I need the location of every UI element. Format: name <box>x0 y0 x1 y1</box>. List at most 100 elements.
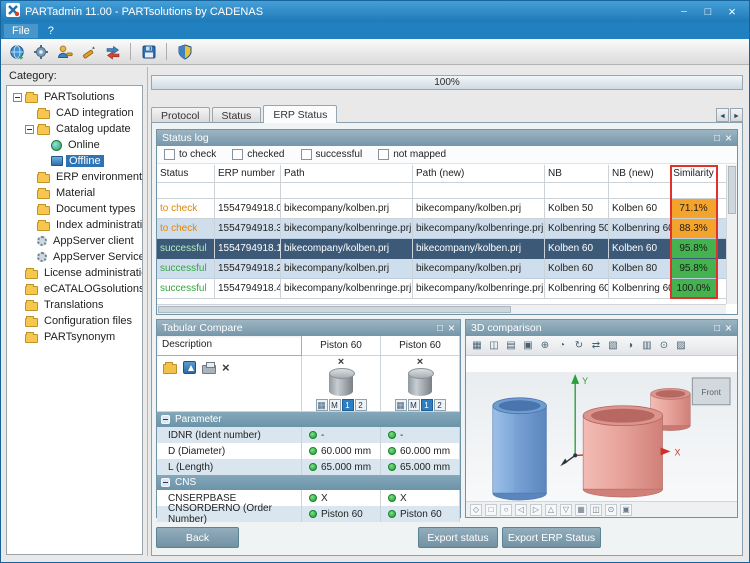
view-front-icon[interactable] <box>485 503 497 516</box>
table-view-icon[interactable] <box>394 399 407 411</box>
remove-icon[interactable] <box>222 360 230 375</box>
vertical-scrollbar[interactable] <box>726 165 737 304</box>
3d-viewport[interactable]: Y X Front <box>466 372 737 501</box>
collapse-section-icon[interactable] <box>161 415 170 424</box>
tree-item-appserver-client[interactable]: AppServer client <box>7 233 142 249</box>
view-back-icon[interactable] <box>560 503 572 516</box>
column-header[interactable]: NB (new) <box>609 165 671 183</box>
rotate-view-icon[interactable] <box>571 338 587 354</box>
filter-cell[interactable] <box>671 183 717 199</box>
swap-models-icon[interactable] <box>588 338 604 354</box>
filter-cell[interactable] <box>609 183 671 199</box>
split-icon[interactable] <box>590 503 602 516</box>
open-project-icon[interactable] <box>163 362 177 374</box>
filter-cell[interactable] <box>545 183 609 199</box>
table-row[interactable]: successful 1554794918.4 bikecompany/kolb… <box>157 279 726 299</box>
view-2-button[interactable]: 2 <box>354 399 367 411</box>
tab-scroll-right-icon[interactable] <box>730 108 743 122</box>
scrollbar-thumb[interactable] <box>158 306 511 313</box>
tree-item-configuration-files[interactable]: Configuration files <box>7 313 142 329</box>
collapse-section-icon[interactable] <box>161 478 170 487</box>
remove-part-icon[interactable] <box>417 357 423 368</box>
menu-help[interactable]: ? <box>47 24 54 37</box>
view-2-button[interactable]: 2 <box>433 399 446 411</box>
measure-grid-icon[interactable] <box>639 338 655 354</box>
shade-icon[interactable] <box>620 503 632 516</box>
tab-protocol[interactable]: Protocol <box>151 107 210 123</box>
filter-cell[interactable] <box>157 183 215 199</box>
back-button[interactable]: Back <box>156 527 239 548</box>
description-filter-input[interactable]: Description <box>157 336 302 356</box>
filter-cell[interactable] <box>413 183 545 199</box>
tree-item-appserver-service[interactable]: AppServer Service <box>7 249 142 265</box>
maximize-panel-icon[interactable] <box>714 132 720 144</box>
graphics-view-icon[interactable] <box>503 338 519 354</box>
cad-export-icon[interactable] <box>183 361 196 374</box>
orbit-icon[interactable] <box>554 338 570 354</box>
section-view-icon[interactable] <box>605 338 621 354</box>
table-row[interactable]: to check 1554794918.3 bikecompany/kolben… <box>157 219 726 239</box>
maximize-panel-icon[interactable] <box>714 322 720 334</box>
collapse-expander-icon[interactable] <box>25 124 34 134</box>
column-header[interactable]: Status <box>157 165 215 183</box>
export-status-button[interactable]: Export status <box>418 527 498 548</box>
minimize-icon[interactable] <box>672 4 696 20</box>
tree-item-partsolutions[interactable]: PARTsolutions <box>7 89 142 105</box>
license-icon[interactable] <box>54 41 75 62</box>
column-header-similarity[interactable]: Similarity <box>671 165 717 183</box>
close-panel-icon[interactable] <box>725 321 732 335</box>
tree-item-online[interactable]: Online <box>7 137 142 153</box>
successful-checkbox[interactable] <box>300 149 312 160</box>
view-cube[interactable]: Front <box>691 377 731 406</box>
fit-view-icon[interactable] <box>520 338 536 354</box>
catalog-update-icon[interactable] <box>6 41 27 62</box>
print-icon[interactable] <box>202 362 216 374</box>
tree-item-catalog-update[interactable]: Catalog update <box>7 121 142 137</box>
not-mapped-checkbox[interactable] <box>378 149 390 160</box>
menu-file[interactable]: File <box>4 23 38 38</box>
tab-status[interactable]: Status <box>211 107 262 123</box>
transfer-icon[interactable] <box>102 41 123 62</box>
tree-item-partsynonym[interactable]: PARTsynonym <box>7 329 142 345</box>
column-header[interactable]: ERP number <box>215 165 281 183</box>
tree-item-translations[interactable]: Translations <box>7 297 142 313</box>
view-1-button[interactable]: 1 <box>341 399 354 411</box>
horizontal-scrollbar[interactable] <box>157 304 726 314</box>
filter-cell[interactable] <box>215 183 281 199</box>
column-header[interactable]: Path <box>281 165 413 183</box>
maximize-icon[interactable] <box>696 4 720 20</box>
configure-icon[interactable] <box>78 41 99 62</box>
maximize-panel-icon[interactable] <box>437 322 443 334</box>
tree-item-material[interactable]: Material <box>7 185 142 201</box>
center-icon[interactable] <box>605 503 617 516</box>
close-icon[interactable] <box>720 4 744 20</box>
center-view-icon[interactable] <box>656 338 672 354</box>
tree-item-ecatalogsolutions[interactable]: eCATALOGsolutions <box>7 281 142 297</box>
close-panel-icon[interactable] <box>448 321 455 335</box>
table-row[interactable]: to check 1554794918.0 bikecompany/kolben… <box>157 199 726 219</box>
erp-environment-icon[interactable] <box>30 41 51 62</box>
collapse-expander-icon[interactable] <box>13 92 22 102</box>
export-erp-status-button[interactable]: Export ERP Status <box>502 527 601 548</box>
tree-item-license-administration[interactable]: License administration <box>7 265 142 281</box>
column-header[interactable]: Path (new) <box>413 165 545 183</box>
grid-icon[interactable] <box>575 503 587 516</box>
view-bottom-icon[interactable] <box>545 503 557 516</box>
close-panel-icon[interactable] <box>725 131 732 145</box>
checked-checkbox[interactable] <box>232 149 244 160</box>
view-top-icon[interactable] <box>500 503 512 516</box>
column-header[interactable]: NB <box>545 165 609 183</box>
remove-part-icon[interactable] <box>338 357 344 368</box>
view-1-button[interactable]: 1 <box>420 399 433 411</box>
texture-view-icon[interactable] <box>673 338 689 354</box>
master-view-button[interactable]: M <box>328 399 341 411</box>
shading-icon[interactable] <box>622 338 638 354</box>
scrollbar-thumb[interactable] <box>728 166 736 214</box>
tree-item-erp-environment[interactable]: ERP environment <box>7 169 142 185</box>
view-iso-icon[interactable] <box>470 503 482 516</box>
tree-item-index-administration[interactable]: Index administration <box>7 217 142 233</box>
dual-view-icon[interactable] <box>486 338 502 354</box>
to-check-checkbox[interactable] <box>164 149 175 160</box>
tree-item-cad-integration[interactable]: CAD integration <box>7 105 142 121</box>
table-view-icon[interactable] <box>315 399 328 411</box>
